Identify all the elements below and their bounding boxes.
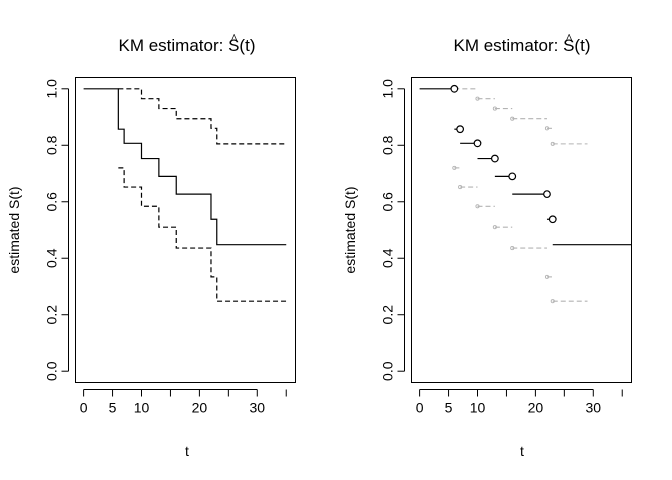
- right-chart-ghost-lower-point: [452, 165, 457, 170]
- left-chart-y-axis-label: estimated S(t): [6, 186, 22, 273]
- right-chart-x-tick-label: 20: [528, 400, 544, 416]
- right-chart-ghost-lower-point: [544, 274, 550, 279]
- right-chart-panel: KM estimator: S(t) ^ 0 5 10 20 30 0.00.20.40…: [342, 30, 632, 459]
- left-chart-title-math: S(t): [228, 36, 255, 55]
- left-chart-x-tick-label: 0: [80, 400, 88, 416]
- right-chart-ghost-upper-point: [510, 116, 515, 121]
- right-chart-y-tick-label: 1.0: [380, 79, 396, 99]
- right-chart-x-tick-label: 5: [445, 400, 453, 416]
- right-chart-title: KM estimator: S(t): [454, 36, 591, 55]
- right-chart-km-point: [543, 190, 551, 199]
- right-chart-x-tick-label: 10: [470, 400, 486, 416]
- left-chart-frame: [75, 77, 296, 383]
- right-chart-frame: [411, 77, 632, 383]
- right-chart-km-point: [456, 125, 465, 134]
- right-chart-ghost-upper-point: [544, 126, 550, 131]
- right-chart-km-point: [508, 172, 517, 181]
- left-chart-y-axis: 0.0 0.2 0.4 0.6 0.8 1.0: [44, 79, 69, 381]
- left-chart-plot-area: [83, 88, 287, 302]
- right-chart-y-tick-label: 0.2: [380, 305, 396, 325]
- right-chart-ghost-upper-point: [475, 96, 480, 101]
- left-chart-panel: KM estimator: S(t) ^ 0 5 10 20 30 0.00.20.40…: [6, 30, 296, 459]
- right-chart-title-hat: ^: [565, 30, 573, 49]
- left-chart-x-axis: 0 5 10 20 30: [80, 389, 287, 416]
- right-chart-ghost-upper-point: [550, 141, 555, 146]
- left-chart-y-tick-label: 0.8: [44, 135, 60, 155]
- right-chart-km-point: [450, 84, 459, 93]
- right-chart-y-axis-label: estimated S(t): [342, 186, 358, 273]
- right-chart-y-tick-label: 0.4: [380, 248, 396, 268]
- right-chart-ghost-upper-point: [492, 106, 497, 111]
- right-chart-km-point: [490, 154, 499, 163]
- left-chart-y-tick-label: 0.0: [44, 361, 60, 381]
- right-chart-title-math: S(t): [563, 36, 590, 55]
- right-chart-x-tick-label: 0: [416, 400, 424, 416]
- right-chart-ghost-lower-point: [458, 185, 463, 190]
- left-chart-km-estimate-line: [83, 88, 287, 246]
- left-chart-y-tick-label: 0.4: [44, 248, 60, 268]
- right-chart-y-tick-label: 0.8: [380, 135, 396, 155]
- right-chart-ghost-lower-point: [510, 246, 515, 251]
- left-chart-x-tick-label: 20: [192, 400, 208, 416]
- right-chart-ghost-lower-point: [492, 225, 497, 230]
- left-chart-x-tick-label: 30: [250, 400, 266, 416]
- right-chart-km-point: [473, 139, 482, 148]
- right-chart-x-axis-label: t: [520, 443, 524, 459]
- left-chart-y-tick-label: 0.6: [44, 192, 60, 212]
- left-chart-x-tick-label: 10: [134, 400, 150, 416]
- right-chart-y-tick-label: 0.0: [380, 361, 396, 381]
- right-chart-ghost-lower-point: [550, 299, 555, 304]
- right-chart-y-axis: 0.0 0.2 0.4 0.6 0.8 1.0: [380, 79, 405, 381]
- right-chart-ghost-lower-point: [475, 204, 480, 209]
- left-chart-lower-ci-line: [118, 167, 287, 302]
- left-chart-x-axis-label: t: [185, 443, 189, 459]
- right-chart-x-tick-label: 30: [586, 400, 602, 416]
- left-chart-y-tick-label: 0.2: [44, 305, 60, 325]
- left-chart-y-tick-label: 1.0: [44, 79, 60, 99]
- right-chart-plot-area: [419, 84, 632, 304]
- right-chart-km-point: [548, 215, 557, 224]
- left-chart-upper-ci-line: [118, 88, 287, 145]
- left-chart-x-tick-label: 5: [109, 400, 117, 416]
- left-chart-title: KM estimator: S(t): [119, 36, 256, 55]
- right-chart-x-axis: 0 5 10 20 30: [416, 389, 623, 416]
- right-chart-y-tick-label: 0.6: [380, 192, 396, 212]
- left-chart-title-hat: ^: [230, 30, 238, 49]
